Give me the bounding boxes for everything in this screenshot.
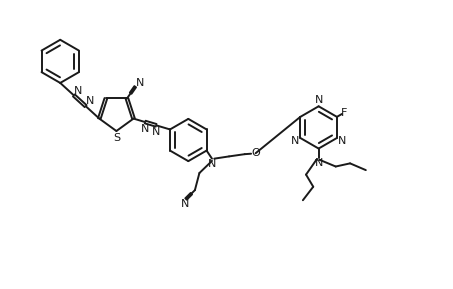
Text: S: S — [114, 133, 121, 143]
Text: N: N — [291, 136, 299, 146]
Text: N: N — [86, 97, 94, 106]
Text: N: N — [135, 78, 144, 88]
Text: N: N — [314, 158, 323, 168]
Text: N: N — [338, 136, 346, 146]
Text: O: O — [251, 148, 260, 158]
Text: N: N — [181, 199, 189, 210]
Text: N: N — [208, 160, 216, 169]
Text: N: N — [74, 86, 82, 96]
Text: N: N — [152, 127, 160, 137]
Text: F: F — [341, 108, 347, 118]
Text: N: N — [314, 95, 323, 105]
Text: N: N — [141, 124, 149, 134]
